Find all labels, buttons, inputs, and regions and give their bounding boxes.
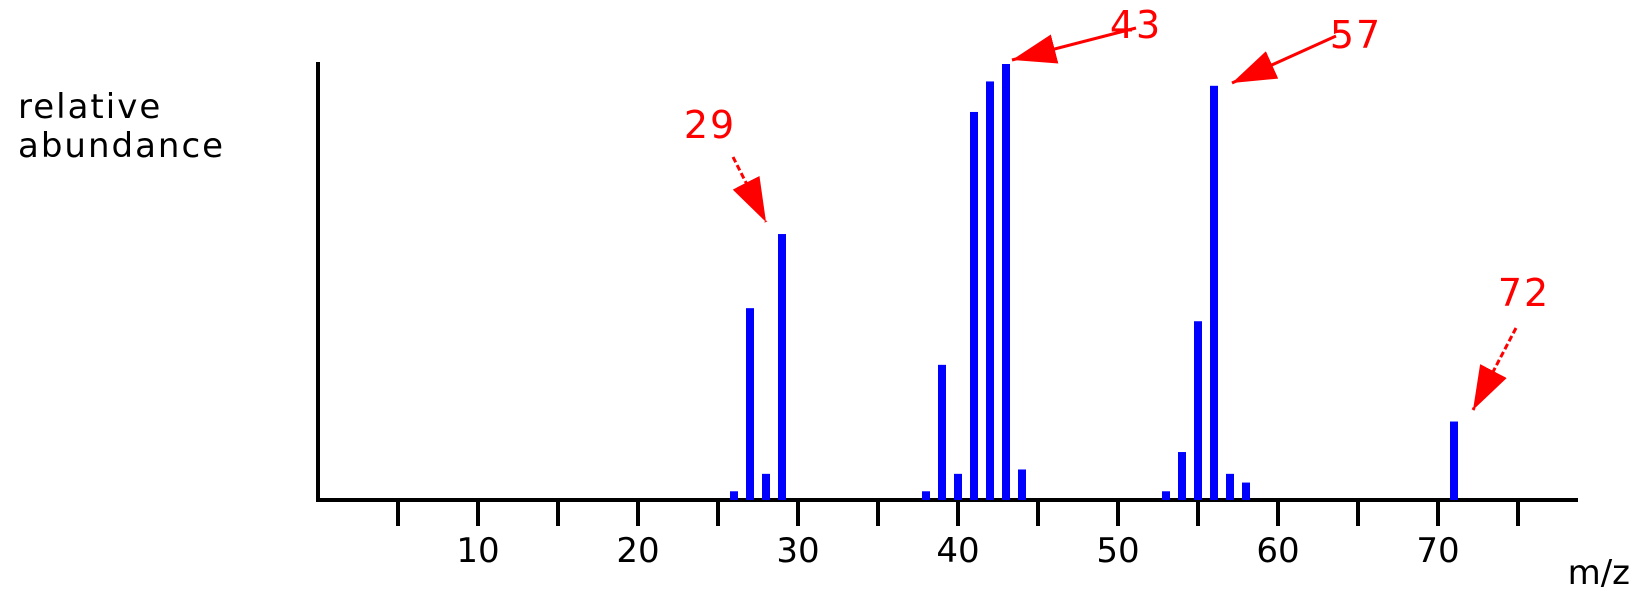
annotation-arrow-72: [1471, 327, 1518, 411]
x-tick-label: 10: [456, 531, 499, 571]
bar-mz-56: [1210, 85, 1218, 501]
bar-mz-39: [938, 364, 946, 500]
y-axis-label-line-2: abundance: [18, 126, 225, 166]
bar-mz-54: [1178, 452, 1186, 500]
x-tick-label: 40: [936, 531, 979, 571]
bar-mz-44: [1018, 469, 1026, 500]
bar-mz-57: [1226, 473, 1234, 500]
bar-mz-71: [1450, 421, 1458, 500]
y-axis-label: relative abundance: [18, 87, 225, 166]
bar-mz-40: [954, 473, 962, 500]
peak-annotations: 29 43 57 72: [684, 3, 1550, 411]
bar-mz-26: [730, 491, 738, 500]
annotation-arrow-29: [731, 156, 768, 223]
x-tick-label: 60: [1256, 531, 1299, 571]
bar-mz-55: [1194, 321, 1202, 500]
bar-mz-42: [986, 81, 994, 500]
bar-mz-53: [1162, 491, 1170, 500]
annotation-label-72: 72: [1498, 271, 1550, 315]
x-tick-label: 50: [1096, 531, 1139, 571]
bar-mz-43: [1002, 64, 1010, 500]
axes: [316, 62, 1578, 502]
annotation-label-43: 43: [1110, 3, 1162, 47]
bar-mz-28: [762, 473, 770, 500]
bar-mz-58: [1242, 482, 1250, 500]
x-axis-label: m/z: [1568, 553, 1630, 589]
y-axis-label-line-1: relative: [18, 87, 162, 127]
annotation-label-29: 29: [684, 103, 736, 147]
bars: [730, 64, 1458, 501]
bar-mz-38: [922, 491, 930, 500]
x-tick-label: 70: [1416, 531, 1459, 571]
bar-mz-27: [746, 308, 754, 500]
bar-mz-29: [778, 234, 786, 501]
x-tick-label: 20: [616, 531, 659, 571]
x-tick-label: 30: [776, 531, 819, 571]
annotation-label-57: 57: [1330, 13, 1382, 57]
annotation-arrow-57: [1231, 34, 1337, 85]
bar-mz-41: [970, 111, 978, 501]
x-axis-ticks: 10 20 30 40 50 60 70: [396, 500, 1520, 571]
annotation-arrow-43: [1011, 26, 1137, 64]
